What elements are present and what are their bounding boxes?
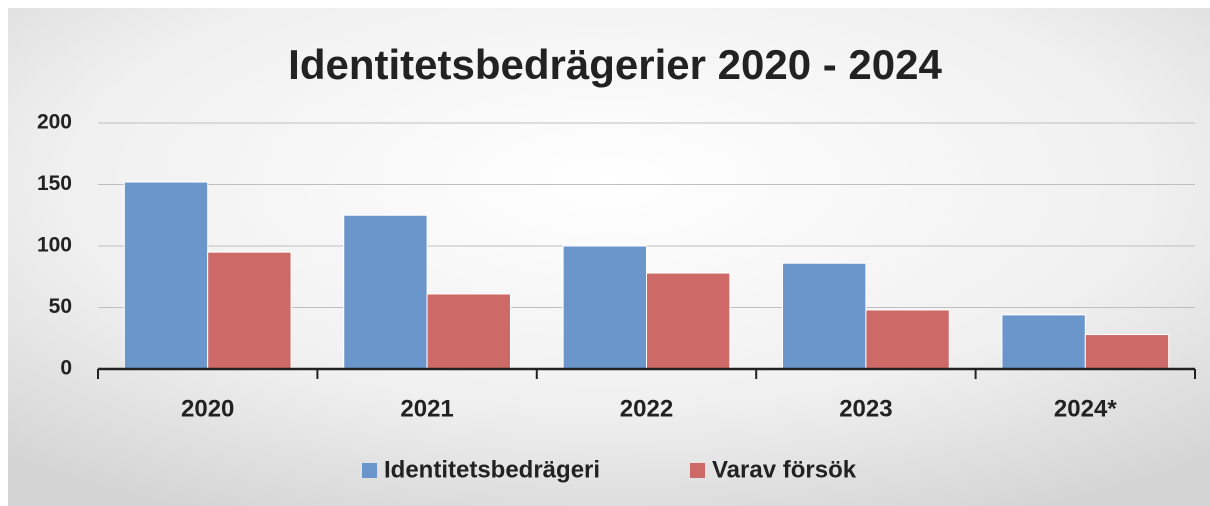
bar bbox=[1084, 334, 1170, 370]
bar bbox=[782, 262, 867, 370]
y-tick-label: 0 bbox=[60, 357, 72, 380]
bar bbox=[865, 309, 950, 370]
y-tick-label: 50 bbox=[49, 295, 72, 318]
bar bbox=[1001, 314, 1086, 370]
x-tick-label: 2021 bbox=[400, 395, 453, 422]
x-tick-label: 2023 bbox=[839, 395, 892, 422]
legend-label: Identitetsbedrägeri bbox=[384, 456, 600, 483]
legend-swatch bbox=[362, 463, 377, 478]
x-tick-label: 2020 bbox=[181, 395, 234, 422]
bar bbox=[426, 293, 511, 370]
chart-title: Identitetsbedrägerier 2020 - 2024 bbox=[288, 41, 942, 88]
bar bbox=[123, 181, 209, 370]
x-tick-label: 2024* bbox=[1054, 395, 1117, 422]
bar bbox=[343, 214, 428, 370]
y-tick-label: 100 bbox=[37, 234, 72, 257]
bar bbox=[562, 245, 647, 370]
legend-swatch bbox=[690, 463, 705, 478]
x-tick-label: 2022 bbox=[620, 395, 673, 422]
bar bbox=[207, 251, 292, 370]
y-tick-label: 200 bbox=[37, 111, 72, 134]
bar bbox=[646, 272, 731, 370]
y-tick-label: 150 bbox=[37, 172, 72, 195]
legend-label: Varav försök bbox=[712, 456, 857, 483]
